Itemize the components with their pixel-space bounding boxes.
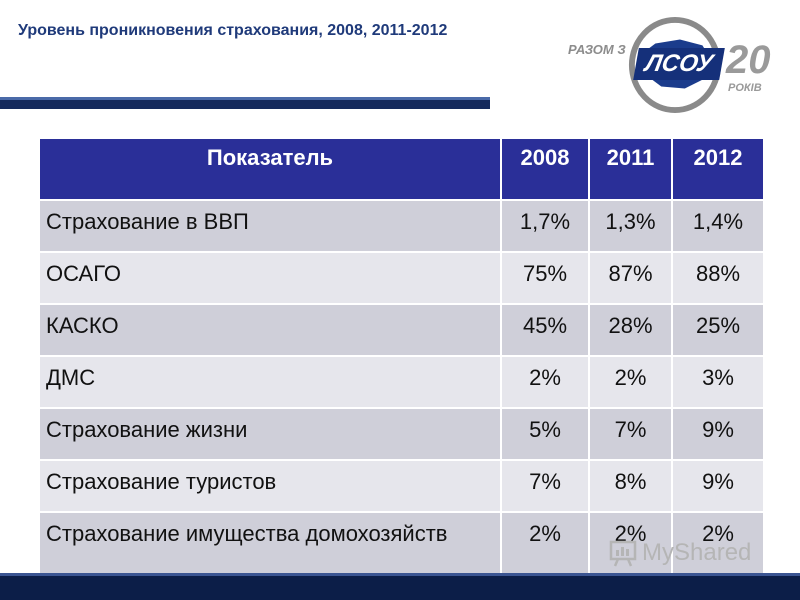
row-label: ОСАГО xyxy=(40,253,502,305)
cell-2008: 2% xyxy=(502,357,590,409)
cell-2008: 2% xyxy=(502,513,590,583)
myshared-watermark: MyShared xyxy=(608,536,751,570)
row-label: КАСКО xyxy=(40,305,502,357)
table-row: КАСКО 45% 28% 25% xyxy=(40,305,765,357)
cell-2012: 3% xyxy=(673,357,765,409)
table-row: ОСАГО 75% 87% 88% xyxy=(40,253,765,305)
row-label: Страхование в ВВП xyxy=(40,201,502,253)
presentation-board-icon xyxy=(609,540,637,567)
row-label: Страхование туристов xyxy=(40,461,502,513)
logo-rokiv-text: РОКІВ xyxy=(728,82,762,94)
cell-2012: 25% xyxy=(673,305,765,357)
footer-bar-highlight xyxy=(0,573,800,576)
title-underline-bar xyxy=(0,97,490,109)
header-2012: 2012 xyxy=(673,139,765,201)
lsou-logo: РАЗОМ З ЛСОУ 20 РОКІВ xyxy=(560,10,795,120)
watermark-text: MyShared xyxy=(642,539,752,566)
table-row: Страхование в ВВП 1,7% 1,3% 1,4% xyxy=(40,201,765,253)
row-label: Страхование жизни xyxy=(40,409,502,461)
logo-brand-text: ЛСОУ xyxy=(633,48,725,80)
row-label: Страхование имущества домохозяйств xyxy=(40,513,502,583)
cell-2008: 75% xyxy=(502,253,590,305)
table-row: Страхование жизни 5% 7% 9% xyxy=(40,409,765,461)
row-label: ДМС xyxy=(40,357,502,409)
header-2008: 2008 xyxy=(502,139,590,201)
cell-2011: 87% xyxy=(590,253,673,305)
cell-2012: 9% xyxy=(673,409,765,461)
cell-2011: 2% xyxy=(590,357,673,409)
cell-2012: 88% xyxy=(673,253,765,305)
cell-2008: 45% xyxy=(502,305,590,357)
table-row: Страхование имущества домохозяйств 2% 2%… xyxy=(40,513,765,583)
logo-razom-text: РАЗОМ З xyxy=(568,42,626,57)
cell-2008: 5% xyxy=(502,409,590,461)
table-row: ДМС 2% 2% 3% xyxy=(40,357,765,409)
penetration-table: Показатель 2008 2011 2012 Страхование в … xyxy=(40,139,765,583)
table-header-row: Показатель 2008 2011 2012 xyxy=(40,139,765,201)
footer-bar xyxy=(0,573,800,600)
cell-2012: 2% xyxy=(673,513,765,583)
cell-2011: 8% xyxy=(590,461,673,513)
title-underline-highlight xyxy=(0,97,490,100)
cell-2008: 1,7% xyxy=(502,201,590,253)
logo-anniversary-number: 20 xyxy=(726,38,771,82)
header-indicator: Показатель xyxy=(40,139,502,201)
cell-2011: 7% xyxy=(590,409,673,461)
cell-2008: 7% xyxy=(502,461,590,513)
cell-2012: 9% xyxy=(673,461,765,513)
header-2011: 2011 xyxy=(590,139,673,201)
cell-2011: 28% xyxy=(590,305,673,357)
cell-2012: 1,4% xyxy=(673,201,765,253)
cell-2011: 1,3% xyxy=(590,201,673,253)
slide-title: Уровень проникновения страхования, 2008,… xyxy=(18,22,448,39)
table-row: Страхование туристов 7% 8% 9% xyxy=(40,461,765,513)
